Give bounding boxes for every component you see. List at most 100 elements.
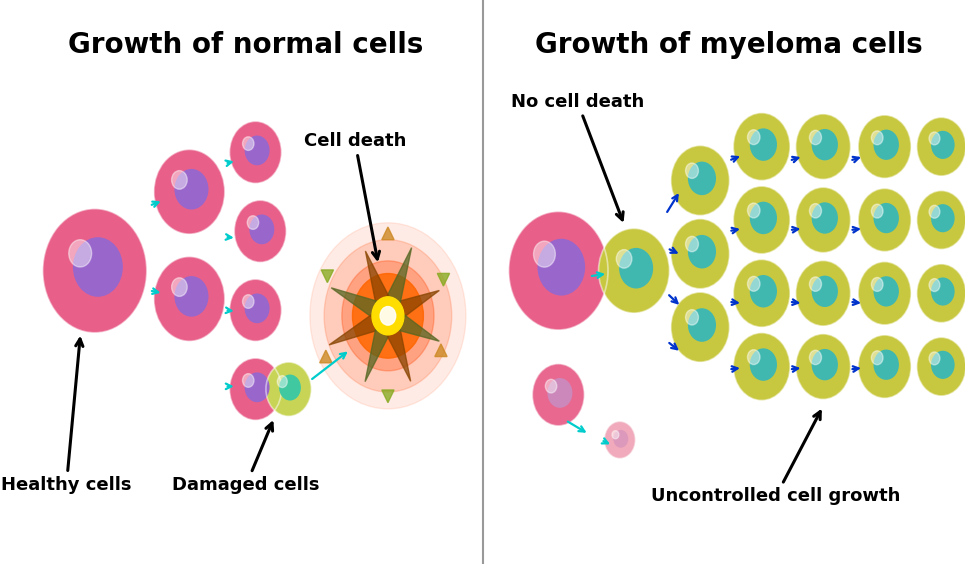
Circle shape: [242, 294, 254, 309]
Circle shape: [812, 276, 838, 307]
Circle shape: [612, 431, 619, 439]
Circle shape: [242, 373, 254, 387]
Circle shape: [277, 376, 288, 387]
Polygon shape: [331, 288, 381, 320]
Text: Growth of myeloma cells: Growth of myeloma cells: [535, 31, 923, 59]
Circle shape: [917, 337, 965, 396]
Circle shape: [812, 129, 838, 160]
Circle shape: [671, 219, 730, 289]
Circle shape: [748, 130, 760, 144]
Circle shape: [249, 214, 274, 244]
Circle shape: [617, 249, 632, 268]
Circle shape: [871, 351, 883, 365]
Circle shape: [230, 121, 282, 183]
Circle shape: [931, 131, 954, 159]
Circle shape: [230, 358, 282, 420]
Circle shape: [352, 274, 424, 358]
Circle shape: [620, 248, 653, 289]
Circle shape: [598, 228, 670, 313]
Circle shape: [172, 170, 187, 190]
Circle shape: [871, 204, 883, 218]
Circle shape: [810, 277, 821, 292]
Circle shape: [733, 333, 790, 400]
Circle shape: [929, 352, 940, 365]
Polygon shape: [435, 344, 447, 356]
Polygon shape: [385, 324, 411, 381]
Circle shape: [534, 241, 556, 267]
Polygon shape: [385, 248, 412, 308]
Circle shape: [812, 202, 838, 233]
Circle shape: [873, 350, 899, 380]
Circle shape: [533, 364, 585, 426]
Circle shape: [858, 262, 911, 325]
Circle shape: [873, 276, 899, 307]
Circle shape: [810, 350, 821, 365]
Text: Healthy cells: Healthy cells: [1, 339, 131, 494]
Circle shape: [858, 188, 911, 252]
Circle shape: [871, 131, 883, 145]
Circle shape: [688, 309, 716, 342]
Circle shape: [153, 149, 225, 234]
Circle shape: [244, 293, 269, 323]
Circle shape: [858, 115, 911, 178]
Circle shape: [372, 297, 404, 335]
Circle shape: [547, 378, 572, 408]
Circle shape: [931, 204, 954, 232]
Circle shape: [614, 430, 628, 448]
Circle shape: [812, 349, 838, 380]
Circle shape: [69, 240, 92, 267]
Circle shape: [931, 351, 954, 379]
Circle shape: [750, 202, 777, 234]
Polygon shape: [382, 390, 394, 403]
Circle shape: [733, 259, 790, 327]
Circle shape: [733, 186, 790, 254]
Circle shape: [685, 163, 699, 178]
Circle shape: [310, 223, 466, 409]
Circle shape: [266, 362, 312, 416]
Polygon shape: [395, 312, 439, 341]
Circle shape: [175, 276, 208, 317]
Circle shape: [42, 209, 147, 333]
Circle shape: [748, 350, 760, 364]
Circle shape: [153, 257, 225, 341]
Circle shape: [545, 379, 557, 393]
Polygon shape: [395, 290, 439, 320]
Circle shape: [931, 277, 954, 306]
Circle shape: [929, 132, 940, 145]
Polygon shape: [382, 227, 394, 240]
Text: Growth of normal cells: Growth of normal cells: [69, 31, 424, 59]
Polygon shape: [366, 251, 391, 308]
Text: Uncontrolled cell growth: Uncontrolled cell growth: [651, 412, 900, 505]
Circle shape: [671, 292, 730, 362]
Circle shape: [234, 200, 287, 262]
Circle shape: [688, 235, 716, 268]
Circle shape: [538, 239, 585, 296]
Polygon shape: [321, 270, 334, 283]
Circle shape: [810, 130, 821, 145]
Circle shape: [242, 136, 254, 151]
Circle shape: [929, 205, 940, 218]
Circle shape: [380, 307, 396, 325]
Circle shape: [810, 204, 821, 218]
Circle shape: [871, 277, 883, 292]
Circle shape: [685, 236, 699, 252]
Text: No cell death: No cell death: [510, 92, 644, 220]
Circle shape: [73, 237, 123, 297]
Circle shape: [796, 261, 850, 326]
Circle shape: [917, 191, 965, 249]
Circle shape: [604, 421, 635, 459]
Circle shape: [748, 276, 760, 291]
Text: Damaged cells: Damaged cells: [173, 423, 319, 494]
Polygon shape: [437, 274, 450, 286]
Circle shape: [175, 169, 208, 210]
Circle shape: [688, 162, 716, 195]
Circle shape: [733, 113, 790, 180]
Circle shape: [917, 117, 965, 176]
Circle shape: [342, 261, 434, 371]
Circle shape: [230, 279, 282, 341]
Circle shape: [796, 187, 850, 253]
Circle shape: [671, 146, 730, 215]
Circle shape: [873, 203, 899, 233]
Circle shape: [750, 275, 777, 307]
Circle shape: [279, 374, 301, 400]
